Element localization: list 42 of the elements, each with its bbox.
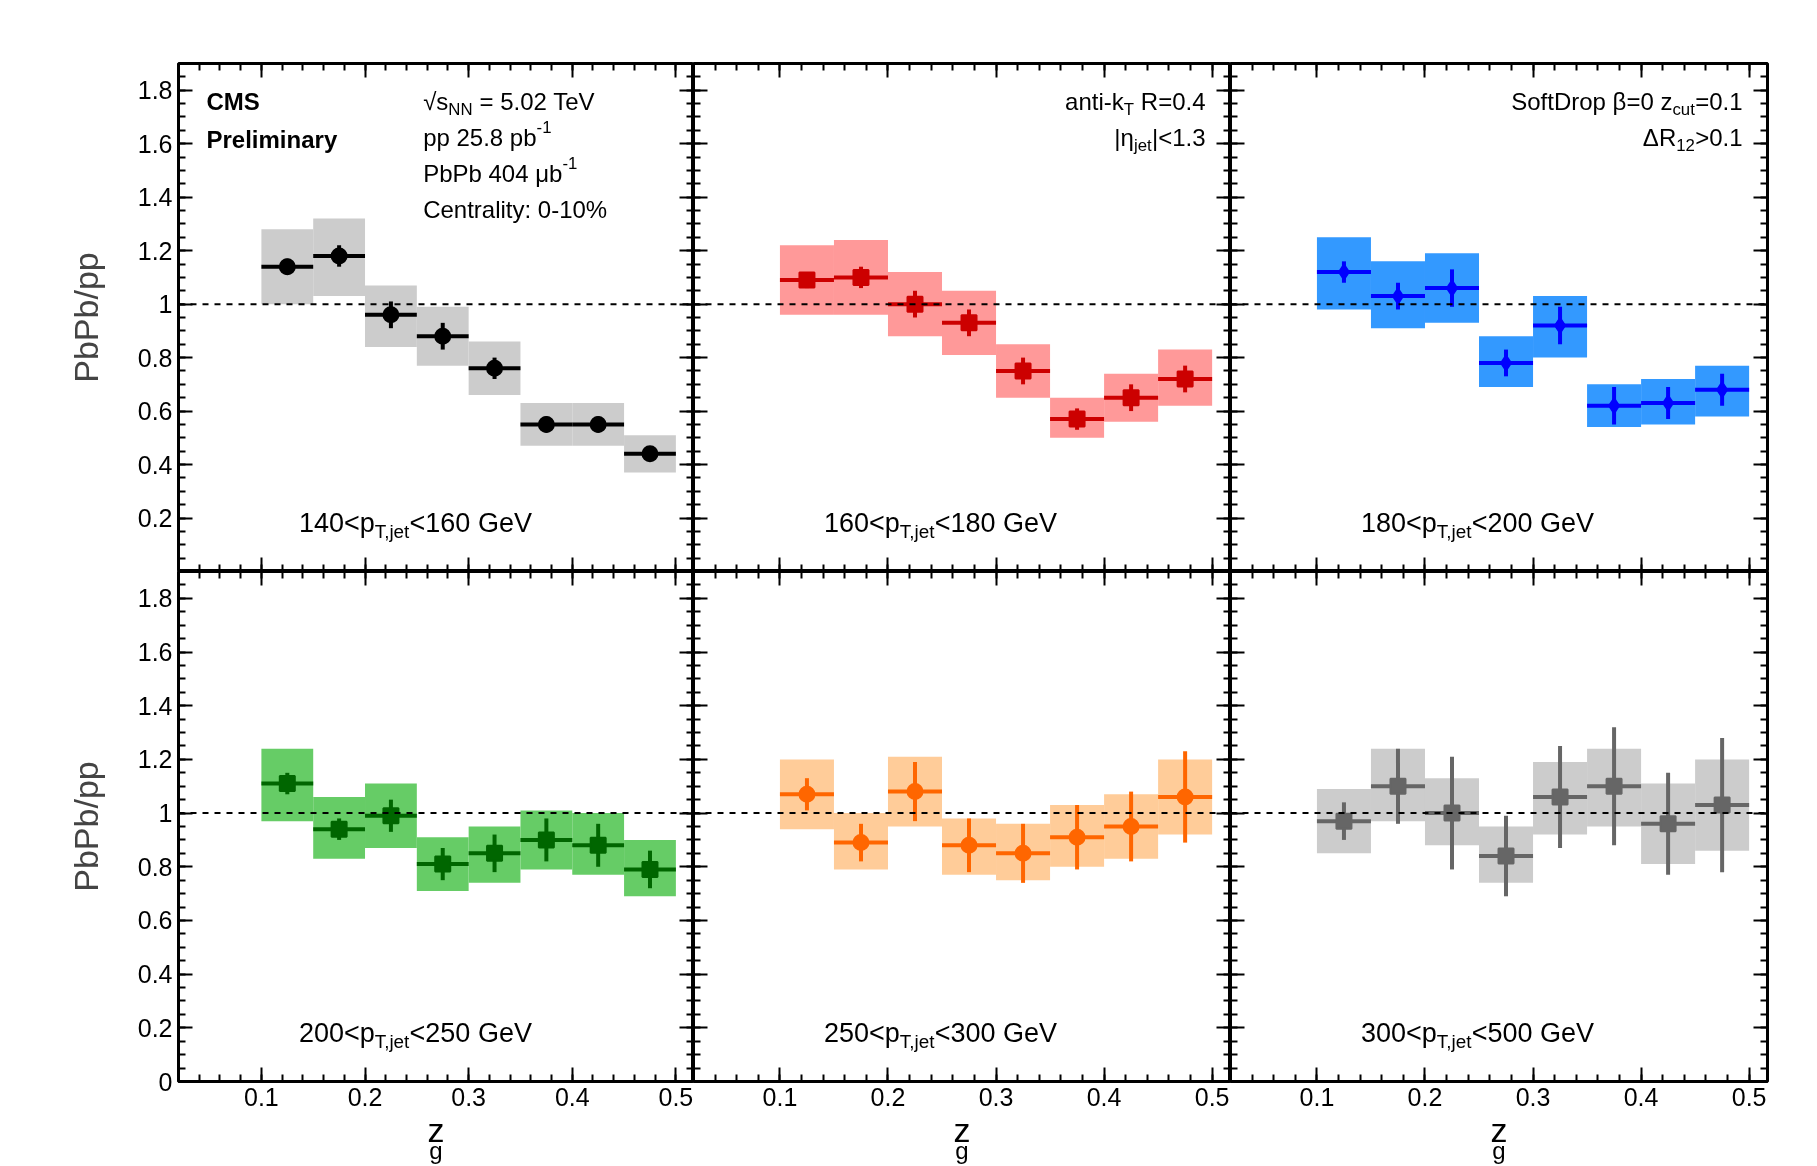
x-tick-label: 0.1 <box>1299 1082 1335 1111</box>
x-tick-label: 0.5 <box>658 1082 694 1111</box>
y-tick-label: 1.4 <box>137 183 173 212</box>
y-axis-title: PbPb/pp <box>66 252 105 383</box>
x-tick-label: 0.1 <box>762 1082 798 1111</box>
x-tick-label: 0.5 <box>1194 1082 1230 1111</box>
x-tick-label: 0.4 <box>1086 1082 1122 1111</box>
x-axis-title: zg <box>953 1110 971 1164</box>
x-tick-label: 0.4 <box>554 1082 590 1111</box>
y-tick-label: 1 <box>158 799 173 828</box>
y-tick-label: 1.6 <box>137 129 173 158</box>
y-tick-label: 0.2 <box>137 504 173 533</box>
x-tick-label: 0.2 <box>1407 1082 1443 1111</box>
y-tick-label: 0.8 <box>137 852 173 881</box>
x-tick-label: 0.3 <box>1515 1082 1551 1111</box>
x-tick-label: 0.5 <box>1731 1082 1767 1111</box>
y-tick-label: 1.2 <box>137 236 173 265</box>
annotation: Preliminary <box>206 126 338 153</box>
y-tick-label: 1.8 <box>137 76 173 105</box>
y-tick-label: 1.8 <box>137 584 173 613</box>
x-tick-label: 0.2 <box>347 1082 383 1111</box>
annotation: Centrality: 0-10% <box>423 196 608 223</box>
y-tick-label: 0.6 <box>137 397 173 426</box>
x-tick-label: 0.3 <box>451 1082 487 1111</box>
y-tick-label: 0.6 <box>137 906 173 935</box>
y-tick-label: 0 <box>158 1067 173 1096</box>
annotation: CMS <box>206 88 260 115</box>
y-tick-label: 1 <box>158 290 173 319</box>
x-tick-label: 0.1 <box>244 1082 279 1111</box>
y-tick-label: 1.2 <box>137 745 173 774</box>
y-tick-label: 1.6 <box>137 638 173 667</box>
x-tick-label: 0.2 <box>870 1082 906 1111</box>
y-tick-label: 0.2 <box>137 1013 173 1042</box>
x-tick-label: 0.3 <box>978 1082 1014 1111</box>
y-tick-label: 0.8 <box>137 343 173 372</box>
x-axis-title: zg <box>427 1110 445 1164</box>
y-axis-title: PbPb/pp <box>66 761 105 892</box>
y-tick-label: 0.4 <box>137 450 173 479</box>
y-tick-label: 1.4 <box>137 691 173 720</box>
y-tick-label: 0.4 <box>137 960 173 989</box>
x-tick-label: 0.4 <box>1623 1082 1659 1111</box>
x-axis-title: zg <box>1490 1110 1508 1164</box>
